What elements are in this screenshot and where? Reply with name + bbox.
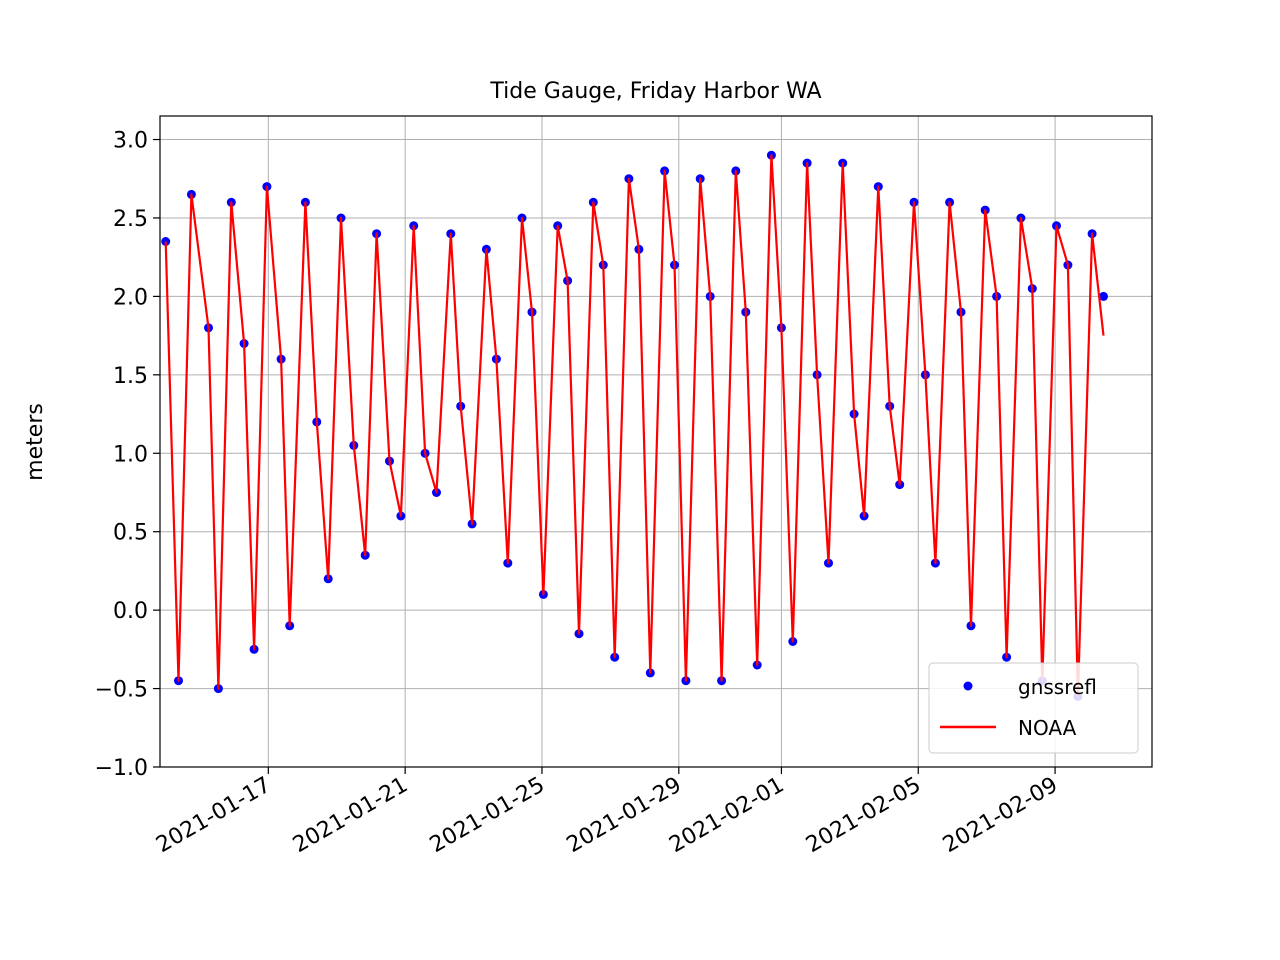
- y-axis: −1.0 −0.5 0.0 0.5 1.0 1.5 2.0 2.5 3.0: [95, 129, 160, 781]
- y-tick-label: 3.0: [113, 129, 148, 154]
- y-tick-label: 0.5: [113, 521, 148, 546]
- plot-frame: [159, 115, 1153, 768]
- legend-box: [928, 662, 1139, 754]
- chart-title: Tide Gauge, Friday Harbor WA: [489, 79, 821, 104]
- y-tick-label: 0.0: [113, 599, 148, 624]
- noaa-series: [164, 154, 1105, 698]
- y-tick-label: 2.0: [113, 285, 148, 310]
- noaa-line: [164, 154, 1105, 698]
- y-tick-label: −1.0: [95, 756, 148, 781]
- legend-noaa-label: NOAA: [1018, 716, 1077, 740]
- y-tick-label: 1.0: [113, 442, 148, 467]
- legend-gnssrefl-label: gnssrefl: [1018, 675, 1097, 699]
- gnssrefl-point: [1099, 291, 1108, 301]
- legend: gnssrefl NOAA: [928, 662, 1139, 754]
- y-axis-label: meters: [23, 403, 48, 481]
- legend-gnssrefl-marker: [963, 681, 973, 691]
- y-tick-label: 2.5: [113, 207, 148, 232]
- y-tick-label: −0.5: [95, 678, 148, 703]
- y-tick-label: 1.5: [113, 364, 148, 389]
